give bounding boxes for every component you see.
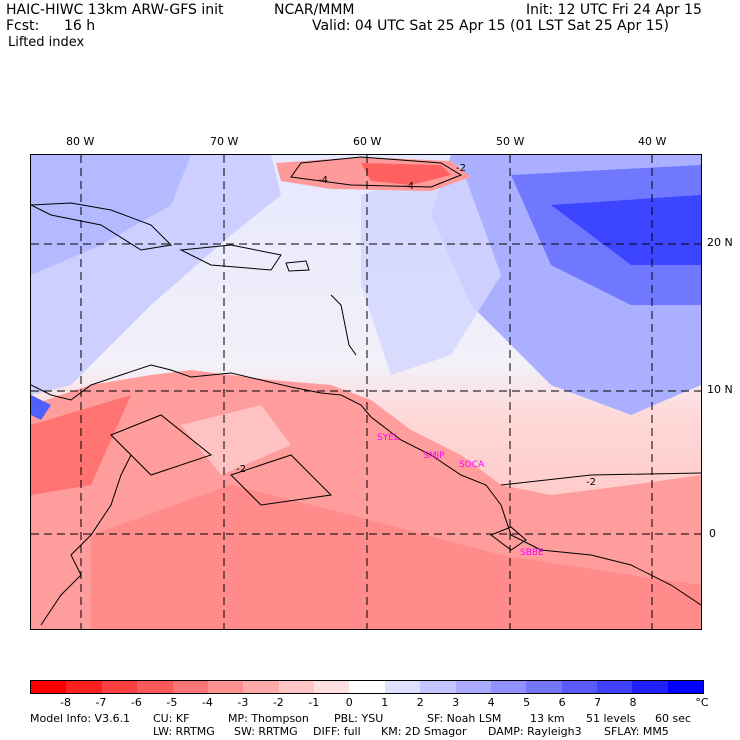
contour-minus2-east	[500, 472, 701, 486]
colorbar-swatch	[667, 681, 704, 693]
unstable-core-north	[361, 163, 451, 185]
cuba-outline	[31, 202, 173, 251]
colorbar-tick-label: 1	[381, 696, 389, 709]
stable-patch-panama	[31, 395, 51, 420]
longwave-scheme: LW: RRTMG	[153, 725, 215, 738]
station-label: SBBE	[520, 548, 544, 558]
colorbar-swatch	[66, 681, 102, 693]
andes-edge	[40, 454, 132, 626]
colorbar-swatch	[101, 681, 138, 693]
colorbar	[30, 680, 704, 694]
stable-region-central	[361, 165, 501, 375]
hispaniola-outline	[179, 244, 282, 271]
forecast-hour: 16 h	[64, 18, 96, 34]
pbl-scheme: PBL: YSU	[334, 712, 384, 725]
surface-scheme: SF: Noah LSM	[427, 712, 502, 725]
colorbar-swatch	[597, 681, 633, 693]
colorbar-tick-label: -7	[95, 696, 107, 709]
surface-layer-option: SFLAY: MM5	[604, 725, 669, 738]
li-contours	[110, 156, 701, 506]
colorbar-swatch	[561, 681, 597, 693]
coastlines	[31, 202, 701, 626]
lifted-index-map	[30, 154, 702, 630]
microphysics-scheme: MP: Thompson	[228, 712, 309, 725]
colorbar-unit: °C	[695, 696, 709, 709]
colorbar-swatch	[384, 681, 421, 693]
init-time: Init: 12 UTC Fri 24 Apr 15	[526, 2, 702, 18]
colorbar-tick-label: -4	[201, 696, 213, 709]
lon-label-40w: 40 W	[638, 135, 667, 148]
stable-max-east	[551, 195, 701, 265]
colorbar-swatch	[420, 681, 456, 693]
colorbar-tick-label: 5	[523, 696, 531, 709]
valid-time: Valid: 04 UTC Sat 25 Apr 15 (01 LST Sat …	[312, 18, 670, 34]
colorbar-tick-label: -1	[308, 696, 320, 709]
contour-minus4-north	[290, 156, 463, 188]
contour-label: -2	[236, 464, 246, 475]
colorbar-swatch	[632, 681, 668, 693]
colorbar-swatch	[349, 681, 385, 693]
colorbar-swatch	[278, 681, 314, 693]
colorbar-swatch	[137, 681, 173, 693]
lon-label-50w: 50 W	[496, 135, 525, 148]
colorbar-tick-label: -8	[59, 696, 71, 709]
lat-label-20n: 20 N	[707, 236, 733, 249]
vertical-levels: 51 levels	[586, 712, 636, 725]
km-option: KM: 2D Smagor	[381, 725, 467, 738]
lon-label-70w: 70 W	[210, 135, 239, 148]
contour-west	[110, 414, 213, 476]
contour-central	[230, 454, 333, 506]
center-label: NCAR/MMM	[274, 2, 355, 18]
cumulus-scheme: CU: KF	[153, 712, 190, 725]
colorbar-swatch	[31, 681, 67, 693]
contour-label: -2	[586, 477, 596, 488]
weak-patch-venezuela	[181, 405, 291, 475]
colorbar-tick-label: -6	[130, 696, 142, 709]
contour-label: -2	[456, 163, 466, 174]
colorbar-tick-label: -2	[272, 696, 284, 709]
lat-label-0: 0	[709, 527, 716, 540]
colorbar-swatch	[314, 681, 350, 693]
colorbar-tick-label: 7	[594, 696, 602, 709]
timestep: 60 sec	[655, 712, 692, 725]
shortwave-scheme: SW: RRTMG	[234, 725, 298, 738]
diffusion-option: DIFF: full	[313, 725, 361, 738]
model-title: HAIC-HIWC 13km ARW-GFS init	[6, 2, 224, 18]
colorbar-tick-label: 6	[558, 696, 566, 709]
puerto-rico-outline	[285, 260, 310, 272]
stable-region-northwest	[31, 155, 191, 275]
contour-label: -4	[404, 181, 414, 192]
field-name: Lifted index	[8, 35, 85, 50]
colorbar-tick-label: -3	[237, 696, 249, 709]
lon-label-80w: 80 W	[66, 135, 95, 148]
colorbar-tick-label: -5	[166, 696, 178, 709]
station-label: SOCA	[459, 460, 485, 470]
lat-label-10n: 10 N	[707, 383, 733, 396]
colorbar-tick-label: 2	[416, 696, 424, 709]
contour-label: -4	[318, 175, 328, 186]
colorbar-swatch	[172, 681, 208, 693]
colorbar-swatch	[243, 681, 279, 693]
grid-spacing: 13 km	[530, 712, 565, 725]
forecast-label: Fcst:	[6, 18, 40, 34]
station-label: SYEL	[377, 433, 399, 443]
damping-option: DAMP: Rayleigh3	[488, 725, 582, 738]
colorbar-tick-label: 0	[345, 696, 353, 709]
unstable-patch-amazon	[91, 485, 701, 629]
south-america-coast	[31, 364, 701, 606]
colorbar-tick-label: 8	[629, 696, 637, 709]
colorbar-swatch	[526, 681, 562, 693]
colorbar-swatch	[207, 681, 244, 693]
model-info: Model Info: V3.6.1	[30, 712, 131, 725]
colorbar-swatch	[490, 681, 527, 693]
station-label: SMJP	[423, 451, 445, 461]
lon-label-60w: 60 W	[353, 135, 382, 148]
marajo-island	[489, 526, 527, 551]
lesser-antilles	[330, 294, 357, 356]
colorbar-tick-label: 4	[487, 696, 495, 709]
colorbar-swatch	[455, 681, 491, 693]
colorbar-tick-label: 3	[452, 696, 460, 709]
